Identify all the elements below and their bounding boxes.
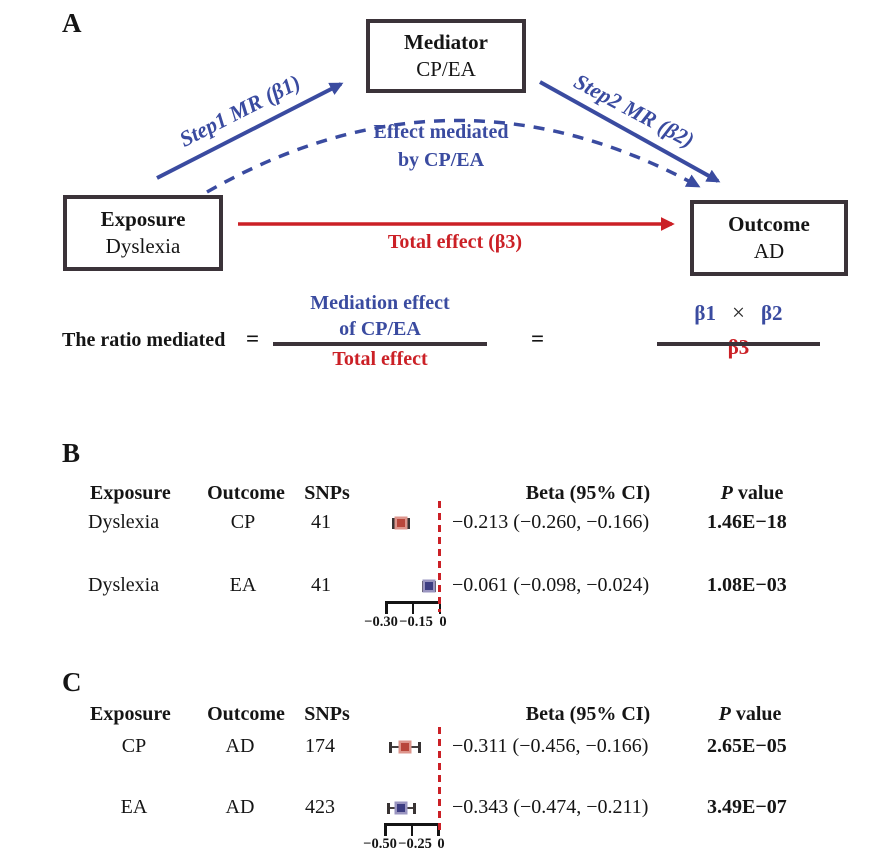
panel-c-label: C [62, 667, 82, 697]
fraction2-denominator: β3 [727, 335, 750, 359]
times-symbol: × [732, 300, 745, 325]
panelb-row2-outcome: EA [229, 574, 257, 596]
panelb-header-outcome: Outcome [207, 482, 285, 504]
panelb-axis-label-2: −0.15 [399, 614, 433, 630]
panelc-row1-exposure: CP [121, 735, 147, 757]
mediator-box-subtitle: CP/EA [416, 57, 476, 81]
fraction1-numerator-line1: Mediation effect [310, 292, 450, 314]
exposure-box-subtitle: Dyslexia [105, 234, 181, 258]
exposure-box: Exposure Dyslexia [63, 195, 223, 271]
fraction1-bar [273, 342, 487, 346]
panelb-axis-tick-1 [385, 601, 388, 614]
panelb-header-pvalue: P value [720, 482, 784, 504]
panel-a-label: A [62, 8, 82, 38]
panelb-header-snps: SNPs [304, 482, 350, 504]
panelb-row1-beta-ci: −0.213 (−0.260, −0.166) [452, 511, 650, 533]
panelb-row2-ci-marker [422, 580, 436, 593]
outcome-box-title: Outcome [728, 211, 810, 236]
panelc-row2-pvalue: 3.49E−07 [707, 796, 787, 818]
outcome-box-subtitle: AD [753, 239, 785, 263]
point-estimate-square [425, 582, 433, 590]
beta1-symbol: β1 [694, 300, 716, 325]
fraction1-denominator: Total effect [332, 348, 428, 370]
panelb-axis-tick-2 [411, 601, 414, 614]
mediated-dashed-arrow [206, 118, 701, 194]
panelc-row1-snps: 174 [305, 735, 335, 757]
point-estimate-square [397, 804, 405, 812]
panelc-row2-ci-marker [387, 802, 416, 815]
panelc-header-exposure: Exposure [90, 703, 171, 725]
panelc-zero-reference-line [437, 727, 441, 835]
panelc-header-beta: Beta (95% CI) [525, 703, 651, 725]
panelc-axis-tick-2 [410, 823, 413, 836]
panelb-row2-beta-ci: −0.061 (−0.098, −0.024) [452, 574, 650, 596]
panelc-row2-outcome: AD [225, 796, 255, 818]
panelb-header-beta: Beta (95% CI) [525, 482, 651, 504]
panelb-row2-exposure: Dyslexia [88, 574, 160, 596]
panelb-axis-label-3: 0 [439, 614, 447, 630]
panelb-row2-pvalue: 1.08E−03 [707, 574, 787, 596]
panelc-row1-beta-ci: −0.311 (−0.456, −0.166) [452, 735, 649, 757]
equation-fraction-2: β1 × β2 β3 [657, 290, 820, 360]
panelc-axis-tick-1 [384, 823, 387, 836]
panelb-header-exposure: Exposure [90, 482, 171, 504]
effect-mediated-line1: Effect mediated [373, 121, 509, 143]
panelc-row1-pvalue: 2.65E−05 [707, 735, 787, 757]
panelc-row2-snps: 423 [305, 796, 335, 818]
panelb-row1-exposure: Dyslexia [88, 511, 160, 533]
beta2-symbol: β2 [760, 300, 783, 325]
panelb-zero-reference-line [438, 501, 441, 612]
equation-equals-1: = [246, 326, 260, 351]
point-estimate-square [397, 519, 405, 527]
panelb-row2-snps: 41 [311, 574, 331, 596]
panelc-row2-exposure: EA [120, 796, 148, 818]
panelb-row1-pvalue: 1.46E−18 [707, 511, 787, 533]
panelc-axis-label-2: −0.25 [398, 836, 432, 852]
panelb-row1-outcome: CP [230, 511, 256, 533]
mediation-arrows-svg [156, 80, 721, 231]
effect-mediated-label: Effect mediated by CP/EA [341, 118, 541, 174]
step2-arrow [539, 80, 721, 183]
mediator-box-title: Mediator [404, 29, 488, 54]
outcome-box: Outcome AD [690, 200, 848, 276]
panelb-axis-label-1: −0.30 [364, 614, 398, 630]
panelc-row1-outcome: AD [225, 735, 255, 757]
panelb-row1-snps: 41 [311, 511, 331, 533]
effect-mediated-line2: by CP/EA [397, 149, 485, 171]
panelc-header-pvalue: P value [718, 703, 782, 725]
panelb-row1-ci-marker [392, 517, 410, 530]
panelc-header-outcome: Outcome [207, 703, 285, 725]
fraction1-numerator-line2: of CP/EA [339, 318, 421, 340]
fraction2-bar [657, 342, 820, 346]
total-effect-label: Total effect (β3) [387, 231, 523, 253]
equation-lhs: The ratio mediated [62, 329, 226, 351]
panelc-row2-beta-ci: −0.343 (−0.474, −0.211) [452, 796, 649, 818]
panelc-header-snps: SNPs [304, 703, 350, 725]
panelc-axis-label-1: −0.50 [363, 836, 397, 852]
panelc-row1-ci-marker [389, 741, 421, 754]
panelc-axis-label-3: 0 [437, 836, 445, 852]
mediator-box: Mediator CP/EA [366, 19, 526, 93]
step1-arrow [156, 82, 344, 180]
panel-b-label: B [62, 438, 81, 468]
point-estimate-square [401, 743, 409, 751]
equation-fraction-1: Mediation effect of CP/EA Total effect [273, 290, 487, 371]
exposure-box-title: Exposure [100, 206, 186, 231]
equation-equals-2: = [531, 326, 545, 351]
